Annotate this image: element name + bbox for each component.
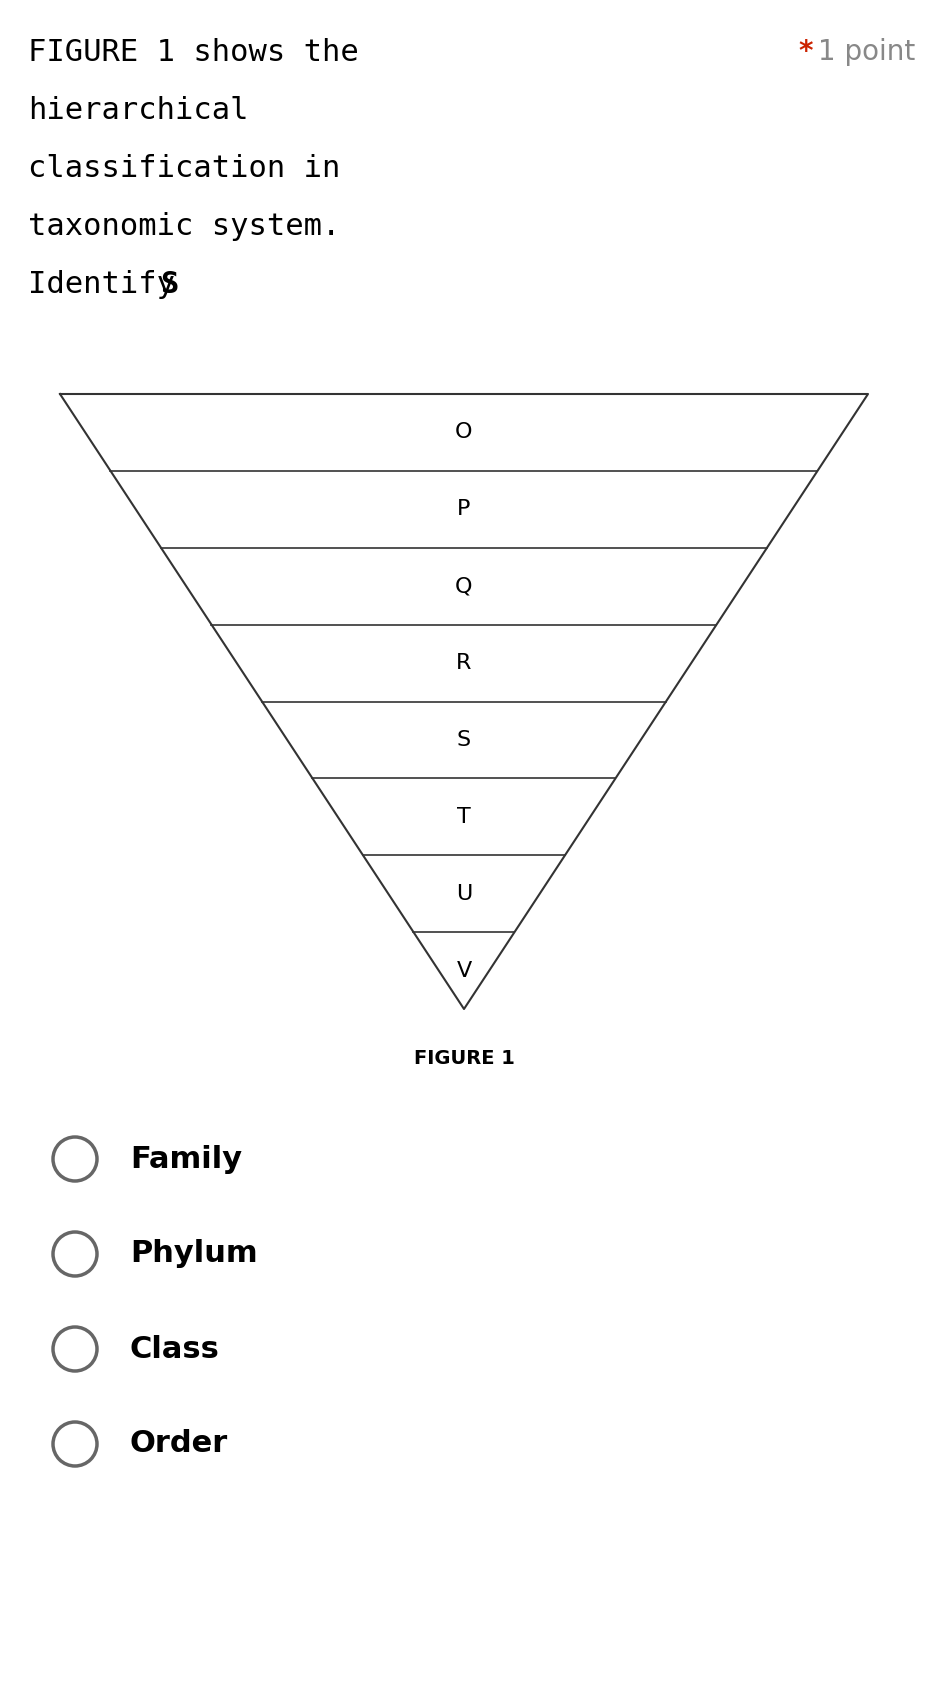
- Text: Class: Class: [130, 1334, 220, 1363]
- Text: S: S: [159, 269, 178, 298]
- Text: S: S: [456, 729, 471, 750]
- Text: Q: Q: [455, 576, 472, 596]
- Text: FIGURE 1 shows the: FIGURE 1 shows the: [28, 37, 359, 66]
- Text: hierarchical: hierarchical: [28, 95, 248, 124]
- Text: taxonomic system.: taxonomic system.: [28, 211, 340, 240]
- Text: P: P: [457, 499, 470, 520]
- Text: O: O: [455, 423, 472, 443]
- Text: *: *: [797, 37, 812, 66]
- Text: R: R: [456, 653, 471, 673]
- Text: Order: Order: [130, 1430, 228, 1459]
- Text: FIGURE 1: FIGURE 1: [413, 1050, 514, 1068]
- Text: classification in: classification in: [28, 153, 340, 182]
- Text: Family: Family: [130, 1145, 242, 1174]
- Text: T: T: [457, 806, 470, 826]
- Text: Identify: Identify: [28, 269, 193, 298]
- Text: U: U: [455, 884, 472, 903]
- Text: Phylum: Phylum: [130, 1239, 258, 1268]
- Text: 1 point: 1 point: [817, 37, 914, 66]
- Text: V: V: [456, 961, 471, 980]
